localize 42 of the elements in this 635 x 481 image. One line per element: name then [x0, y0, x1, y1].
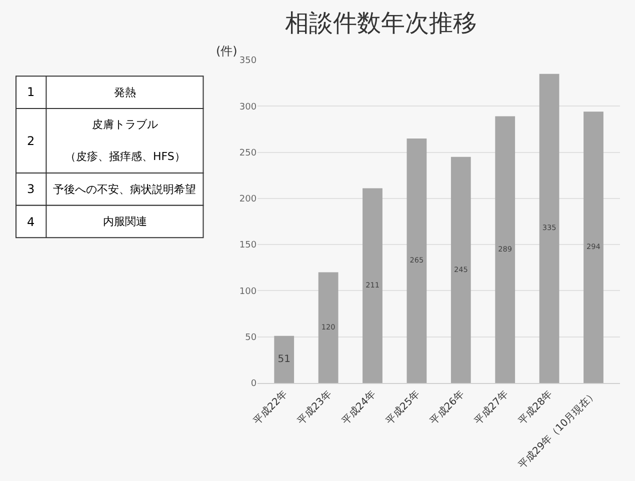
text: 皮膚トラブル [92, 118, 158, 131]
data-label: 335 [542, 223, 556, 232]
x-tick-label: 平成22年 [251, 388, 290, 427]
bar [584, 112, 604, 383]
text: 2 [27, 134, 35, 148]
x-tick-label: 平成26年 [428, 388, 467, 427]
y-tick-label: 150 [239, 240, 257, 251]
y-axis-title: (件) [216, 44, 238, 58]
data-label: 294 [586, 242, 601, 252]
y-tick-label: 350 [239, 56, 257, 66]
chart-title: 相談件数年次推移 [285, 9, 477, 38]
text: 1 [27, 85, 35, 99]
data-label: 211 [366, 280, 380, 290]
data-label: 51 [278, 354, 290, 365]
text: 3 [27, 182, 35, 196]
text: 内服関連 [103, 215, 147, 228]
data-label: 245 [454, 264, 468, 274]
y-tick-label: 100 [239, 286, 257, 297]
y-tick-label: 200 [239, 194, 257, 205]
bar [362, 188, 382, 383]
text: 4 [27, 215, 35, 229]
data-label: 120 [321, 322, 336, 332]
text: 発熱 [114, 86, 136, 99]
data-label: 265 [410, 256, 424, 265]
y-tick-label: 250 [239, 148, 257, 158]
bar [406, 138, 427, 383]
bar [495, 116, 516, 383]
text: （皮疹、掻痒感、HFS） [65, 150, 186, 163]
bar [318, 272, 338, 383]
x-tick-label: 平成25年 [384, 388, 422, 427]
bar [450, 156, 471, 383]
text: 予後への不安、病状説明希望 [53, 183, 196, 196]
x-tick-label: 平成27年 [472, 388, 511, 427]
data-label: 289 [498, 244, 512, 254]
y-tick-label: 50 [245, 333, 257, 344]
x-tick-label: 平成28年 [516, 388, 555, 427]
y-tick-label: 0 [250, 379, 257, 390]
bar [539, 74, 560, 383]
bar [274, 336, 294, 383]
y-tick-label: 300 [239, 102, 257, 112]
x-tick-label: 平成24年 [339, 388, 378, 427]
x-tick-label: 平成23年 [295, 388, 334, 427]
